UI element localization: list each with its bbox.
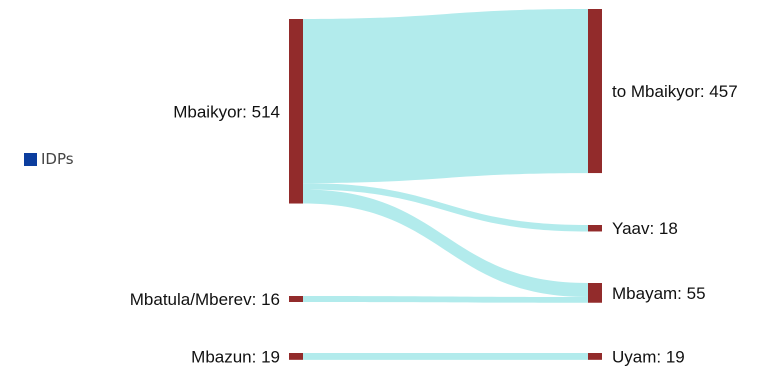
link-mbaikyor-to-yaav (303, 183, 588, 232)
links (303, 9, 588, 360)
node-source-mbaikyor (289, 19, 303, 204)
link-mbaikyor-to-to-mbaikyor (303, 9, 588, 184)
node-target-to-mbaikyor (588, 9, 602, 174)
label-source-mbatula-mberev: Mbatula/Mberev: 16 (130, 290, 280, 309)
link-mbatula-mberev-to-mbayam (303, 296, 588, 303)
node-source-mbatula-mberev (289, 296, 303, 302)
label-source-mbazun: Mbazun: 19 (191, 347, 280, 366)
label-target-to-mbaikyor: to Mbaikyor: 457 (612, 82, 738, 101)
node-target-mbayam (588, 283, 602, 303)
label-target-uyam: Uyam: 19 (612, 347, 685, 366)
label-target-yaav: Yaav: 18 (612, 219, 678, 238)
link-mbazun-to-uyam (303, 353, 588, 360)
legend-swatch (24, 152, 37, 166)
legend: IDPs (24, 150, 74, 168)
node-target-uyam (588, 353, 602, 360)
label-target-mbayam: Mbayam: 55 (612, 284, 706, 303)
node-source-mbazun (289, 353, 303, 360)
node-target-yaav (588, 225, 602, 232)
legend-label: IDPs (41, 150, 74, 168)
link-mbaikyor-to-mbayam (303, 189, 588, 298)
label-source-mbaikyor: Mbaikyor: 514 (173, 102, 280, 121)
